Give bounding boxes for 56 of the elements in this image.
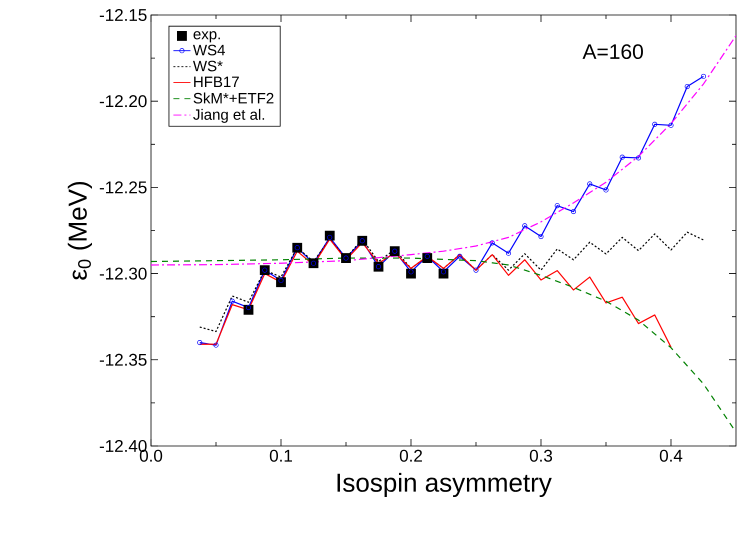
point — [652, 122, 658, 127]
legend-label: Jiang et al. — [193, 108, 264, 123]
point — [260, 265, 270, 276]
point — [343, 256, 349, 261]
y-tick-label: -12.35 — [100, 354, 147, 366]
point — [490, 240, 495, 246]
point — [213, 342, 219, 348]
x-tick-label: 0.2 — [400, 450, 422, 462]
point — [506, 250, 512, 256]
point — [376, 264, 382, 270]
point — [244, 304, 254, 315]
point — [392, 248, 398, 254]
annotation: A=160 — [582, 44, 643, 60]
point — [327, 234, 332, 240]
point — [246, 305, 252, 310]
point — [522, 223, 528, 228]
x-tick-label: 0.4 — [660, 450, 682, 462]
point — [424, 254, 430, 259]
legend-label: WS* — [192, 60, 223, 72]
x-axis-title: Isospin asymmetry — [338, 472, 552, 498]
x-tick-label: 0.1 — [270, 450, 292, 462]
point — [587, 181, 592, 186]
point — [620, 154, 625, 160]
point — [294, 245, 300, 250]
point — [357, 236, 368, 246]
point — [360, 238, 365, 244]
point — [292, 242, 302, 253]
point — [262, 268, 268, 273]
point — [538, 234, 544, 240]
point — [603, 187, 609, 193]
point — [440, 269, 446, 274]
point — [310, 260, 316, 266]
point — [276, 277, 286, 288]
y-tick-label: -12.15 — [100, 8, 147, 22]
point — [570, 208, 576, 214]
legend-label: exp. — [194, 31, 220, 42]
point — [636, 155, 642, 160]
point — [278, 278, 284, 284]
legend-label: SkM*+ETF2 — [194, 92, 274, 104]
line-series — [199, 232, 704, 332]
legend-label: WS4 — [192, 44, 225, 56]
point — [554, 203, 560, 208]
x-tick-label: 0.3 — [530, 450, 552, 462]
y-axis-title: ε$_{0}$ (MeV) — [68, 182, 92, 280]
y-tick-label: -12.25 — [100, 181, 147, 194]
y-tick-label: -12.40 — [100, 440, 147, 452]
y-tick-label: -12.30 — [100, 268, 147, 280]
point — [668, 122, 674, 128]
y-tick-label: -12.20 — [100, 95, 147, 108]
point — [408, 269, 414, 274]
legend-label: HFB17 — [194, 76, 239, 87]
x-tick-label: 0.0 — [140, 450, 162, 462]
point — [684, 84, 690, 90]
point — [457, 254, 462, 259]
point — [230, 298, 235, 304]
point — [473, 268, 479, 273]
